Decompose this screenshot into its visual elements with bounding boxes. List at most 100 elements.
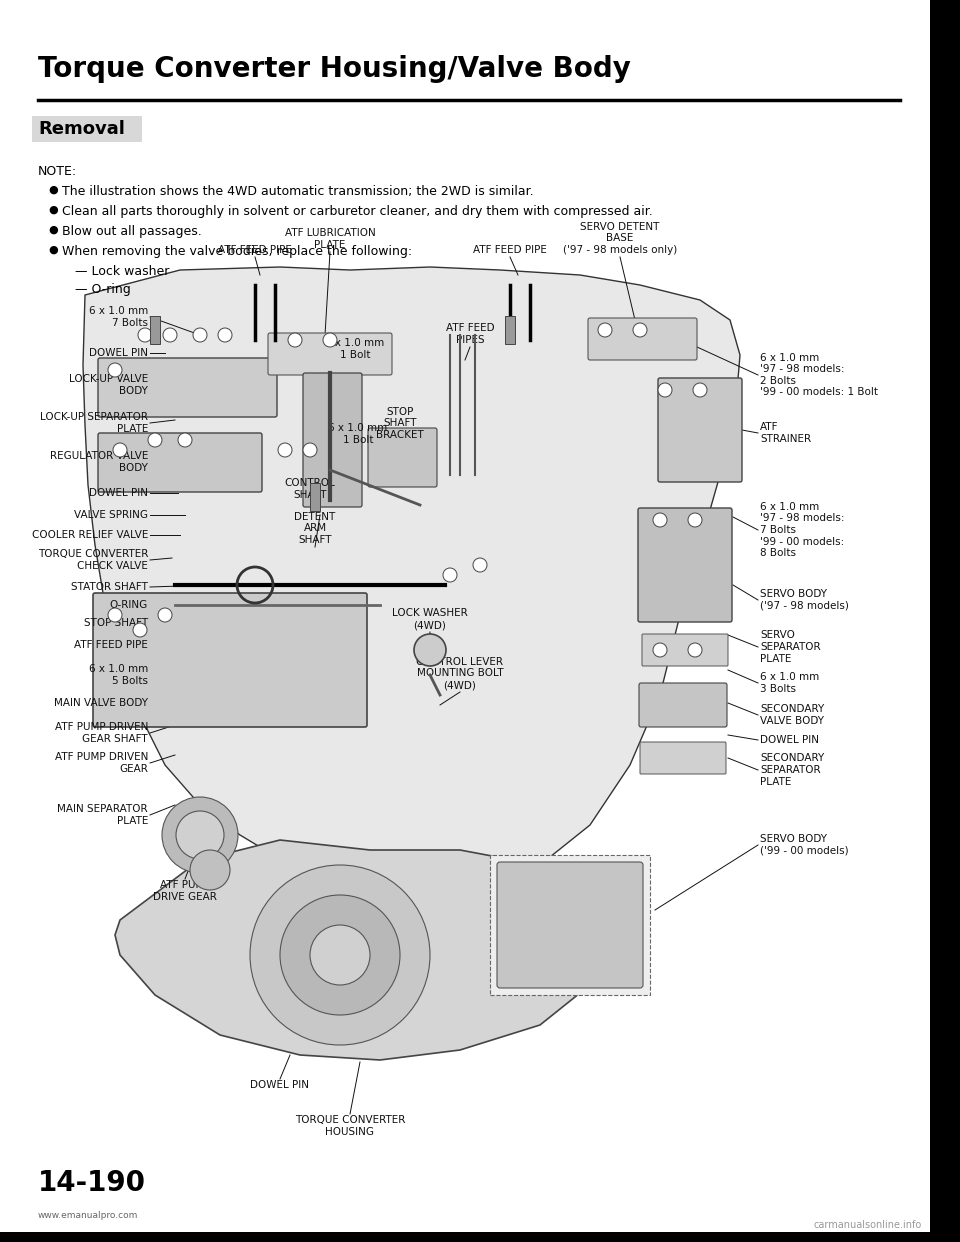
Text: CONTROL
SHAFT: CONTROL SHAFT	[284, 478, 335, 501]
Circle shape	[658, 383, 672, 397]
Circle shape	[138, 328, 152, 342]
FancyBboxPatch shape	[640, 741, 726, 774]
FancyBboxPatch shape	[642, 633, 728, 666]
Circle shape	[176, 811, 224, 859]
Text: SERVO
SEPARATOR
PLATE: SERVO SEPARATOR PLATE	[760, 631, 821, 663]
Text: STOP
SHAFT
BRACKET: STOP SHAFT BRACKET	[376, 407, 424, 440]
FancyBboxPatch shape	[368, 428, 437, 487]
Text: ●: ●	[48, 185, 58, 195]
Text: 6 x 1.0 mm
1 Bolt: 6 x 1.0 mm 1 Bolt	[325, 338, 385, 360]
Text: Removal: Removal	[38, 120, 125, 138]
Circle shape	[190, 850, 230, 891]
Circle shape	[688, 513, 702, 527]
Text: DOWEL PIN: DOWEL PIN	[760, 735, 819, 745]
Circle shape	[288, 333, 302, 347]
Text: DOWEL PIN: DOWEL PIN	[89, 348, 148, 358]
Circle shape	[162, 797, 238, 873]
Circle shape	[133, 623, 147, 637]
Circle shape	[178, 433, 192, 447]
Text: 6 x 1.0 mm
5 Bolts: 6 x 1.0 mm 5 Bolts	[88, 664, 148, 686]
Text: carmanualsonline.info: carmanualsonline.info	[814, 1220, 922, 1230]
Text: SERVO BODY
('97 - 98 models): SERVO BODY ('97 - 98 models)	[760, 589, 849, 611]
Text: 6 x 1.0 mm
7 Bolts: 6 x 1.0 mm 7 Bolts	[88, 307, 148, 328]
Circle shape	[158, 609, 172, 622]
Text: 14-190: 14-190	[38, 1169, 146, 1197]
Circle shape	[108, 609, 122, 622]
FancyBboxPatch shape	[310, 483, 320, 510]
Text: CONTROL LEVER
MOUNTING BOLT
(4WD): CONTROL LEVER MOUNTING BOLT (4WD)	[417, 657, 503, 691]
Text: VALVE SPRING: VALVE SPRING	[74, 510, 148, 520]
FancyBboxPatch shape	[93, 592, 367, 727]
FancyBboxPatch shape	[639, 683, 727, 727]
FancyBboxPatch shape	[303, 373, 362, 507]
Text: Blow out all passages.: Blow out all passages.	[62, 225, 202, 238]
Text: ●: ●	[48, 205, 58, 215]
Text: 6 x 1.0 mm
'97 - 98 models:
2 Bolts
'99 - 00 models: 1 Bolt: 6 x 1.0 mm '97 - 98 models: 2 Bolts '99 …	[760, 353, 878, 397]
Circle shape	[218, 328, 232, 342]
Text: LOCK-UP SEPARATOR
PLATE: LOCK-UP SEPARATOR PLATE	[40, 412, 148, 433]
FancyBboxPatch shape	[98, 433, 262, 492]
Text: LOCK-UP VALVE
BODY: LOCK-UP VALVE BODY	[69, 374, 148, 396]
Circle shape	[473, 558, 487, 573]
Circle shape	[653, 643, 667, 657]
FancyBboxPatch shape	[490, 854, 650, 995]
Circle shape	[280, 895, 400, 1015]
Circle shape	[443, 568, 457, 582]
Text: ●: ●	[48, 225, 58, 235]
Circle shape	[163, 328, 177, 342]
Text: SECONDARY
VALVE BODY: SECONDARY VALVE BODY	[760, 704, 825, 725]
Text: ATF FEED PIPE: ATF FEED PIPE	[218, 245, 292, 255]
Text: — O-ring: — O-ring	[75, 283, 131, 296]
Text: MAIN VALVE BODY: MAIN VALVE BODY	[54, 698, 148, 708]
Text: 6 x 1.0 mm
1 Bolt: 6 x 1.0 mm 1 Bolt	[328, 424, 388, 445]
Circle shape	[113, 443, 127, 457]
FancyBboxPatch shape	[638, 508, 732, 622]
Text: DOWEL PIN: DOWEL PIN	[89, 488, 148, 498]
FancyBboxPatch shape	[658, 378, 742, 482]
Circle shape	[250, 864, 430, 1045]
Circle shape	[414, 633, 446, 666]
Text: MAIN SEPARATOR
PLATE: MAIN SEPARATOR PLATE	[58, 805, 148, 826]
Text: SERVO BODY
('99 - 00 models): SERVO BODY ('99 - 00 models)	[760, 835, 849, 856]
Text: ATF FEED PIPE: ATF FEED PIPE	[74, 640, 148, 650]
FancyBboxPatch shape	[0, 1232, 960, 1242]
Circle shape	[303, 443, 317, 457]
Polygon shape	[83, 267, 740, 895]
Circle shape	[108, 363, 122, 378]
Circle shape	[633, 323, 647, 337]
Circle shape	[688, 643, 702, 657]
Text: Clean all parts thoroughly in solvent or carburetor cleaner, and dry them with c: Clean all parts thoroughly in solvent or…	[62, 205, 653, 219]
Text: ATF FEED
PIPES: ATF FEED PIPES	[445, 323, 494, 345]
FancyBboxPatch shape	[930, 67, 960, 123]
Circle shape	[193, 328, 207, 342]
Circle shape	[323, 333, 337, 347]
Text: TORQUE CONVERTER
HOUSING: TORQUE CONVERTER HOUSING	[295, 1115, 405, 1136]
Text: 6 x 1.0 mm
'97 - 98 models:
7 Bolts
'99 - 00 models:
8 Bolts: 6 x 1.0 mm '97 - 98 models: 7 Bolts '99 …	[760, 502, 845, 558]
Text: ATF PUMP DRIVEN
GEAR SHAFT: ATF PUMP DRIVEN GEAR SHAFT	[55, 722, 148, 744]
Circle shape	[278, 443, 292, 457]
Text: REGULATOR VALVE
BODY: REGULATOR VALVE BODY	[50, 451, 148, 473]
FancyBboxPatch shape	[930, 630, 960, 687]
FancyBboxPatch shape	[268, 333, 392, 375]
FancyBboxPatch shape	[930, 0, 960, 1242]
Circle shape	[653, 513, 667, 527]
Circle shape	[693, 383, 707, 397]
Text: — Lock washer: — Lock washer	[75, 265, 169, 278]
Circle shape	[598, 323, 612, 337]
FancyBboxPatch shape	[150, 315, 160, 344]
FancyBboxPatch shape	[497, 862, 643, 987]
Text: www.emanualpro.com: www.emanualpro.com	[38, 1211, 138, 1220]
Text: COOLER RELIEF VALVE: COOLER RELIEF VALVE	[32, 530, 148, 540]
Text: TORQUE CONVERTER
CHECK VALVE: TORQUE CONVERTER CHECK VALVE	[37, 549, 148, 571]
Text: ATF LUBRICATION
PLATE: ATF LUBRICATION PLATE	[284, 229, 375, 250]
Text: O-RING: O-RING	[109, 600, 148, 610]
Text: STATOR SHAFT: STATOR SHAFT	[71, 582, 148, 592]
FancyBboxPatch shape	[98, 358, 277, 417]
Text: ATF FEED PIPE: ATF FEED PIPE	[473, 245, 547, 255]
Text: ●: ●	[48, 245, 58, 255]
Circle shape	[148, 433, 162, 447]
Text: SERVO DETENT
BASE
('97 - 98 models only): SERVO DETENT BASE ('97 - 98 models only)	[563, 222, 677, 255]
Circle shape	[310, 925, 370, 985]
FancyBboxPatch shape	[588, 318, 697, 360]
Text: Torque Converter Housing/Valve Body: Torque Converter Housing/Valve Body	[38, 55, 631, 83]
